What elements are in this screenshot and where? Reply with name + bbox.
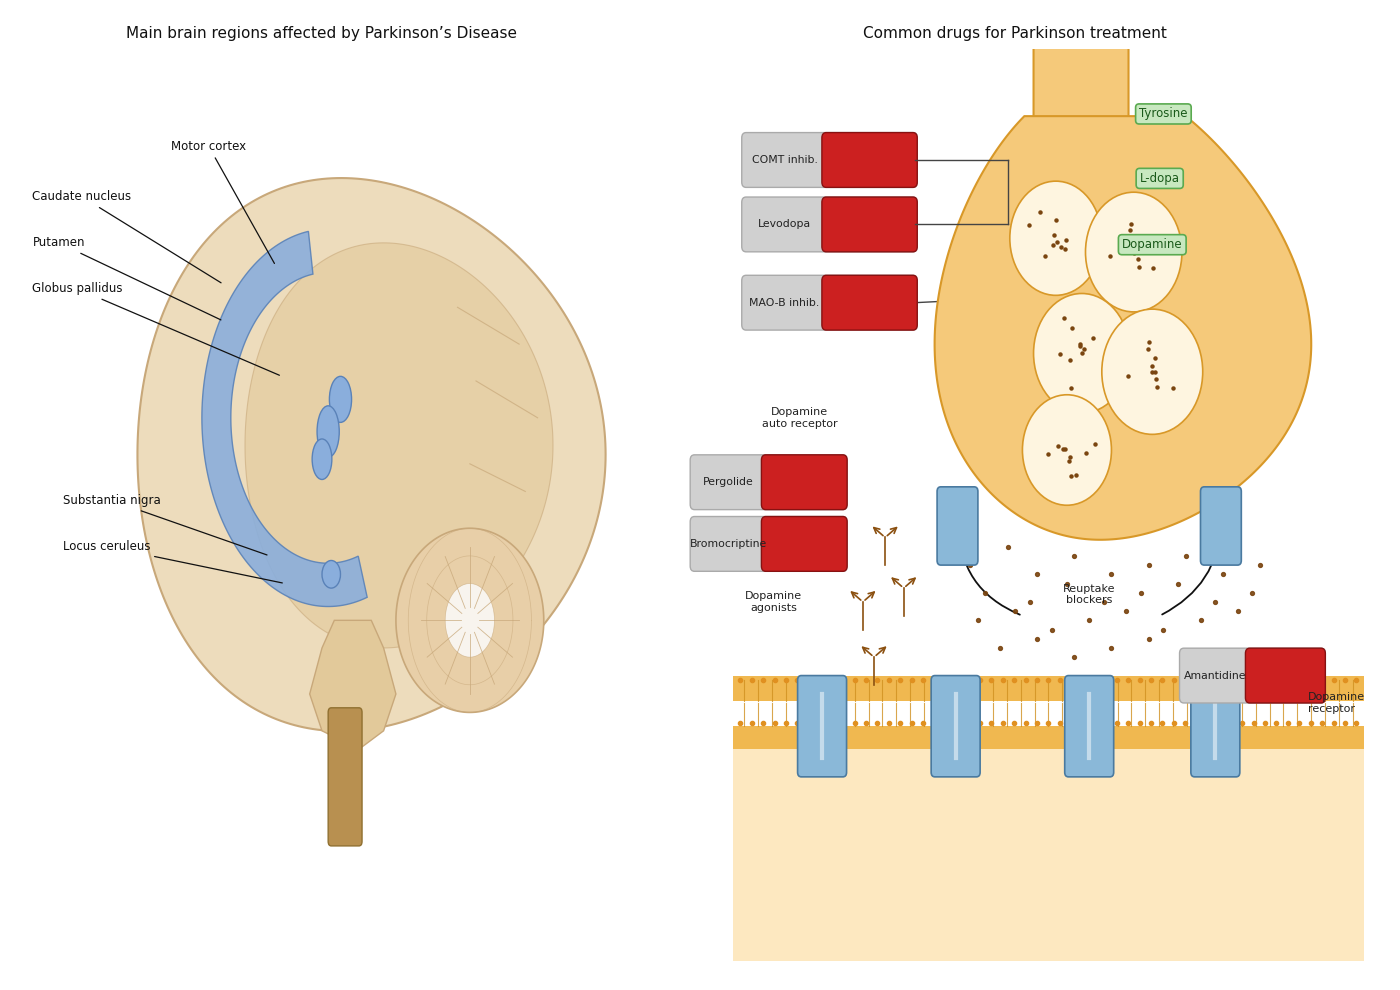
FancyBboxPatch shape — [1246, 648, 1326, 703]
Text: Pergolide: Pergolide — [703, 477, 755, 487]
FancyBboxPatch shape — [742, 275, 917, 330]
Title: Main brain regions affected by Parkinson’s Disease: Main brain regions affected by Parkinson… — [126, 27, 518, 42]
Text: Levodopa: Levodopa — [757, 220, 811, 230]
Text: Dopamine: Dopamine — [1121, 239, 1183, 251]
FancyBboxPatch shape — [762, 454, 847, 510]
Text: Tyrosine: Tyrosine — [1140, 108, 1187, 121]
Ellipse shape — [312, 439, 332, 479]
Text: Dopamine
auto receptor: Dopamine auto receptor — [762, 407, 837, 429]
FancyBboxPatch shape — [734, 675, 1364, 701]
FancyBboxPatch shape — [690, 454, 847, 510]
FancyBboxPatch shape — [937, 487, 977, 565]
Text: Reuptake
blockers: Reuptake blockers — [1063, 584, 1116, 605]
Circle shape — [1022, 395, 1112, 505]
FancyBboxPatch shape — [1033, 22, 1128, 169]
Text: L-dopa: L-dopa — [1140, 172, 1180, 185]
Polygon shape — [202, 232, 367, 607]
Text: MAO-B inhib.: MAO-B inhib. — [749, 298, 819, 308]
Polygon shape — [245, 243, 553, 647]
Circle shape — [1009, 181, 1102, 295]
Ellipse shape — [316, 406, 339, 457]
FancyBboxPatch shape — [690, 517, 847, 571]
Text: Caudate nucleus: Caudate nucleus — [32, 190, 221, 283]
Text: Amantidine: Amantidine — [1184, 670, 1246, 680]
Title: Common drugs for Parkinson treatment: Common drugs for Parkinson treatment — [862, 27, 1168, 42]
Polygon shape — [396, 529, 543, 713]
Circle shape — [445, 583, 494, 657]
Text: Bromocriptine: Bromocriptine — [690, 539, 767, 548]
FancyBboxPatch shape — [1180, 648, 1326, 703]
Text: Dopamine
receptor: Dopamine receptor — [1308, 692, 1365, 714]
Text: Motor cortex: Motor cortex — [171, 140, 274, 263]
Text: Substantia nigra: Substantia nigra — [63, 494, 267, 555]
Text: Locus ceruleus: Locus ceruleus — [63, 541, 283, 583]
FancyBboxPatch shape — [734, 731, 1364, 961]
FancyBboxPatch shape — [742, 197, 917, 251]
Polygon shape — [137, 178, 606, 732]
FancyBboxPatch shape — [1201, 487, 1242, 565]
FancyBboxPatch shape — [798, 675, 847, 777]
Circle shape — [1102, 309, 1203, 435]
FancyBboxPatch shape — [1065, 675, 1113, 777]
Ellipse shape — [329, 376, 351, 423]
FancyBboxPatch shape — [742, 133, 917, 187]
Text: Dopamine
agonists: Dopamine agonists — [745, 591, 802, 613]
Circle shape — [1033, 293, 1130, 413]
Polygon shape — [935, 116, 1312, 540]
Circle shape — [322, 560, 340, 588]
Text: Putamen: Putamen — [32, 237, 221, 320]
Polygon shape — [309, 621, 396, 749]
FancyBboxPatch shape — [822, 275, 917, 330]
FancyBboxPatch shape — [822, 133, 917, 187]
FancyBboxPatch shape — [734, 727, 1364, 749]
FancyBboxPatch shape — [822, 197, 917, 251]
FancyBboxPatch shape — [931, 675, 980, 777]
Text: Globus pallidus: Globus pallidus — [32, 282, 280, 375]
FancyBboxPatch shape — [1191, 675, 1240, 777]
Text: COMT inhib.: COMT inhib. — [752, 155, 818, 165]
Circle shape — [1085, 192, 1182, 312]
FancyBboxPatch shape — [328, 708, 363, 845]
FancyBboxPatch shape — [762, 517, 847, 571]
